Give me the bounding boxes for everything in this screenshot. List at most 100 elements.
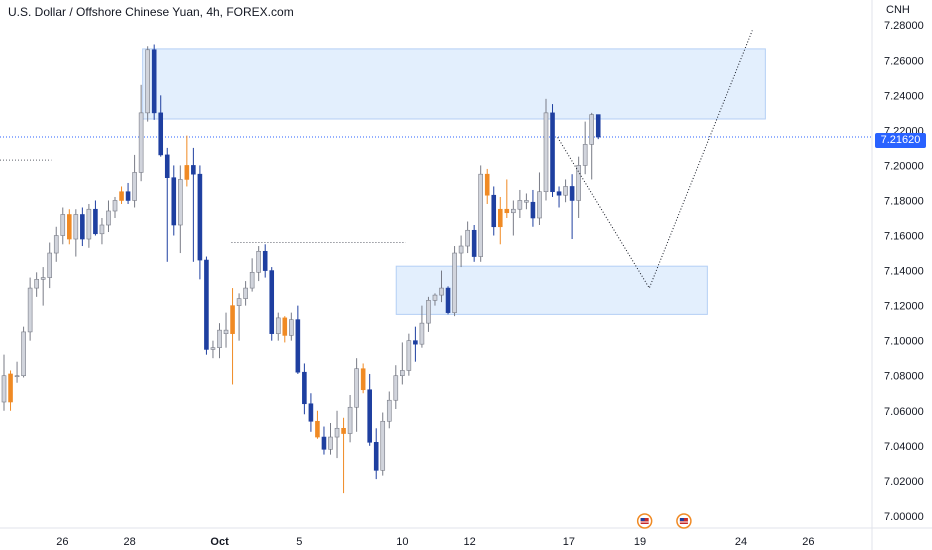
candle-body[interactable] [217,329,222,348]
candle-body[interactable] [171,177,177,226]
candle-body[interactable] [112,200,118,212]
candle-body[interactable] [530,201,536,219]
candle-body[interactable] [504,208,510,214]
candle-body[interactable] [537,191,542,219]
x-tick-label: 24 [735,536,747,548]
candle-body[interactable] [14,375,20,378]
candle-body[interactable] [360,368,366,391]
y-tick-label: 7.06000 [884,406,924,418]
candle-body[interactable] [60,214,66,236]
candle-body[interactable] [582,144,588,166]
y-tick-label: 7.28000 [884,20,924,32]
candle-body[interactable] [106,210,111,226]
candle-body[interactable] [210,347,216,350]
candle-body[interactable] [289,319,294,336]
candle-body[interactable] [93,208,98,235]
candle-body[interactable] [230,305,235,334]
candle-body[interactable] [576,165,581,201]
x-tick-label: Oct [210,536,229,548]
candle-body[interactable] [452,252,457,313]
candle-body[interactable] [569,186,575,201]
candle-body[interactable] [393,375,399,401]
candle-body[interactable] [73,214,79,240]
us-flag-canton-icon [679,518,684,521]
candle-body[interactable] [484,173,490,196]
candle-body[interactable] [86,208,92,240]
candle-body[interactable] [321,436,327,450]
candle-body[interactable] [380,420,386,471]
y-tick-label: 7.08000 [884,371,924,383]
candle-body[interactable] [249,272,255,289]
candle-body[interactable] [67,214,72,240]
candle-body[interactable] [367,389,372,443]
candle-body[interactable] [563,186,568,196]
candle-body[interactable] [386,399,392,422]
candle-body[interactable] [27,287,33,333]
candle-body[interactable] [406,340,412,371]
candle-body[interactable] [236,298,242,306]
candle-body[interactable] [302,371,307,405]
candle-body[interactable] [550,112,555,193]
candle-body[interactable] [556,191,562,196]
candle-body[interactable] [328,436,333,450]
candle-body[interactable] [132,172,137,201]
candle-body[interactable] [373,442,379,471]
candle-body[interactable] [1,375,7,403]
candle-body[interactable] [47,252,53,278]
candle-body[interactable] [223,329,229,334]
candle-body[interactable] [458,245,464,254]
candle-body[interactable] [191,165,196,175]
candle-body[interactable] [138,112,144,173]
candle-body[interactable] [354,368,359,408]
candle-body[interactable] [275,317,281,334]
candle-body[interactable] [40,277,46,280]
candle-body[interactable] [445,287,451,313]
candle-body[interactable] [341,427,346,434]
candle-body[interactable] [308,403,314,422]
candle-body[interactable] [164,154,170,178]
candle-body[interactable] [439,287,444,296]
candle-body[interactable] [158,112,164,156]
zone-1[interactable] [142,48,766,120]
candle-body[interactable] [347,406,353,434]
candle-body[interactable] [426,300,431,324]
candle-body[interactable] [315,420,320,438]
candle-body[interactable] [543,112,549,193]
candle-body[interactable] [471,229,477,257]
candle-body[interactable] [204,259,209,350]
candle-body[interactable] [334,427,340,438]
candle-body[interactable] [269,270,275,334]
candle-body[interactable] [465,229,470,247]
candle-body[interactable] [178,179,183,226]
candle-body[interactable] [400,370,405,377]
candle-body[interactable] [282,317,288,336]
candle-body[interactable] [21,331,26,377]
candle-body[interactable] [125,191,131,201]
candle-body[interactable] [151,49,157,114]
candle-body[interactable] [524,200,529,203]
candle-body[interactable] [53,235,59,254]
candle-body[interactable] [511,208,516,214]
candle-body[interactable] [413,340,418,345]
candle-body[interactable] [99,224,105,235]
candle-body[interactable] [595,114,601,138]
candle-body[interactable] [478,173,483,257]
candle-body[interactable] [256,250,261,273]
candle-body[interactable] [491,194,497,228]
candle-body[interactable] [80,214,85,240]
candle-body[interactable] [145,49,150,114]
candle-body[interactable] [184,165,190,180]
candle-body[interactable] [34,279,39,289]
candle-body[interactable] [119,191,124,201]
candle-body[interactable] [243,287,248,299]
candle-body[interactable] [262,250,268,271]
candle-body[interactable] [432,294,438,301]
candle-body[interactable] [517,200,523,210]
candle-body[interactable] [589,114,595,145]
candle-body[interactable] [419,322,425,345]
candle-body[interactable] [197,173,203,261]
candle-body[interactable] [295,319,301,373]
candle-body[interactable] [497,208,503,228]
candle-body[interactable] [8,373,13,403]
